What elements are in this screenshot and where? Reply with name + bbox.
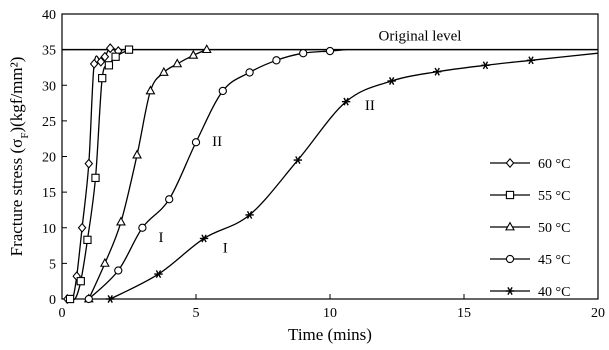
series-line-40 (109, 52, 599, 300)
data-point-45 (325, 46, 335, 56)
axes: 0 5 10 15 20 0 5 10 15 20 25 30 35 40 (42, 8, 605, 321)
data-point-55 (76, 277, 85, 286)
x-tick-label: 5 (193, 306, 200, 321)
data-point-60 (105, 43, 115, 54)
x-tick-label: 10 (323, 306, 337, 321)
data-point-60 (84, 158, 94, 169)
y-tick-label: 15 (42, 186, 56, 201)
data-point-45 (114, 266, 123, 275)
legend-entry-60: 60 °C (490, 157, 570, 172)
series-60 (63, 43, 123, 305)
y-axis-label-tail: )(kgf/mm²) (7, 57, 26, 133)
curve-annotation: II (212, 134, 222, 150)
y-axis-label-main: Fracture stress (σ (7, 139, 26, 257)
legend-entry-50: 50 °C (490, 221, 570, 236)
data-point-50 (145, 85, 156, 95)
data-point-45 (138, 223, 147, 232)
data-point-60 (96, 56, 106, 67)
legend-label-55: 55 °C (538, 189, 570, 204)
curve-annotation: I (158, 230, 163, 246)
series-line-45 (88, 48, 347, 300)
series-layer (63, 43, 599, 305)
x-tick-label: 0 (59, 306, 66, 321)
y-tick-label: 30 (42, 79, 56, 94)
data-point-40 (245, 210, 254, 219)
legend-marker-60 (505, 157, 515, 169)
legend-marker-40 (505, 287, 515, 295)
reference-line-label: Original level (379, 29, 462, 45)
data-point-45 (165, 195, 174, 204)
data-point-55 (111, 52, 120, 61)
series-55 (65, 45, 134, 304)
data-point-50 (172, 58, 183, 68)
legend-label-60: 60 °C (538, 157, 570, 172)
legend-marker-50 (505, 221, 515, 231)
data-point-45 (245, 68, 254, 77)
data-point-45 (191, 138, 201, 147)
data-point-50 (188, 49, 199, 59)
series-40 (106, 52, 599, 303)
data-point-50 (201, 44, 212, 54)
curve-annotation: I (223, 241, 228, 257)
y-tick-label: 10 (42, 222, 56, 237)
data-point-50 (99, 257, 110, 267)
data-point-55 (91, 173, 100, 183)
series-45 (84, 46, 347, 304)
data-point-40 (387, 76, 396, 85)
data-point-40 (526, 56, 536, 65)
legend-label-50: 50 °C (538, 221, 570, 236)
data-point-40 (106, 295, 115, 303)
data-point-55 (98, 73, 107, 83)
legend-marker-55 (505, 190, 515, 200)
data-point-45 (272, 56, 281, 65)
curve-annotation: II (365, 98, 375, 114)
legend-marker-45 (505, 254, 515, 264)
series-50 (83, 44, 212, 303)
data-point-60 (77, 222, 87, 233)
y-axis-label: Fracture stress (σF)(kgf/mm²) (7, 57, 31, 257)
x-axis-label: Time (mins) (288, 325, 372, 344)
data-point-50 (116, 216, 126, 226)
data-point-50 (158, 66, 169, 76)
legend-entry-45: 45 °C (490, 253, 570, 268)
y-axis-label-subscript: F (19, 133, 31, 139)
data-point-55 (124, 45, 134, 54)
legend-entry-40: 40 °C (490, 285, 570, 300)
data-point-40 (433, 67, 442, 76)
data-point-40 (199, 234, 209, 243)
y-tick-label: 5 (49, 257, 56, 272)
legend-label-45: 45 °C (538, 253, 570, 268)
data-point-55 (83, 235, 92, 245)
data-point-45 (218, 86, 227, 96)
legend-label-40: 40 °C (538, 285, 570, 300)
data-point-40 (341, 97, 351, 106)
data-point-50 (132, 149, 142, 159)
y-tick-label: 20 (42, 151, 56, 166)
x-tick-label: 15 (457, 306, 471, 321)
plot-frame (61, 13, 599, 300)
x-tick-label: 20 (591, 306, 605, 321)
data-point-55 (104, 61, 114, 70)
data-point-55 (65, 294, 75, 304)
data-point-40 (154, 270, 163, 279)
data-point-60 (100, 51, 110, 62)
legend-entry-55: 55 °C (490, 189, 570, 204)
y-tick-label: 0 (49, 293, 56, 308)
series-line-60 (67, 47, 119, 301)
data-point-40 (293, 156, 303, 165)
data-point-60 (89, 58, 99, 69)
y-tick-label: 35 (42, 44, 56, 59)
y-tick-label: 25 (42, 115, 56, 130)
data-point-40 (481, 61, 490, 70)
data-point-45 (84, 294, 93, 304)
legend: 60 °C 55 °C 50 °C 45 °C 40 °C (490, 157, 570, 300)
data-point-45 (299, 49, 308, 58)
y-tick-label: 40 (42, 8, 56, 23)
